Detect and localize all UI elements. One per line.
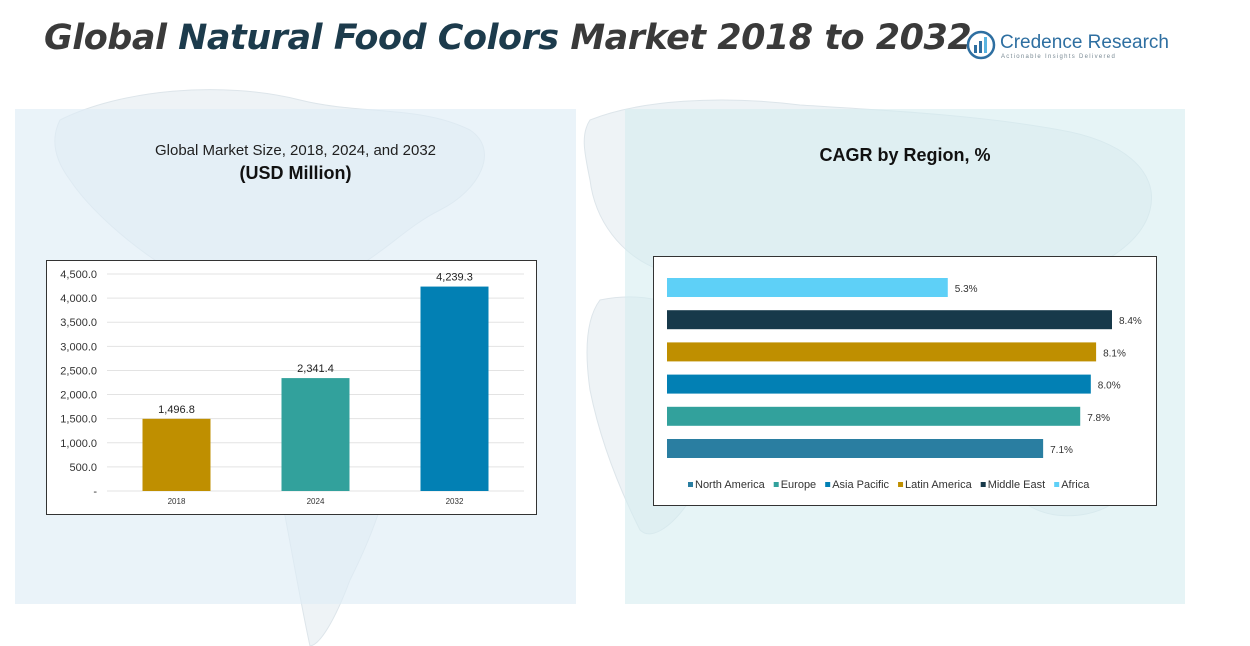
legend-item: Middle East <box>980 479 1045 491</box>
y-tick-label: 1,000.0 <box>60 438 97 450</box>
y-tick-label: 4,500.0 <box>60 269 97 281</box>
cagr-chart-svg: 5.3% 8.4% 8.1% 8.0% 7.8% 7.1% North America Eur… <box>667 278 1142 491</box>
legend-swatch <box>773 482 779 487</box>
x-tick-label: 2024 <box>307 497 325 506</box>
hbar-north-america <box>667 439 1044 458</box>
hbar-asia-pacific <box>667 374 1091 394</box>
bar-value-label: 1,496.8 <box>158 404 195 416</box>
hbar-value-label: 8.4% <box>1119 316 1142 327</box>
x-tick-label: 2018 <box>168 497 186 506</box>
legend-swatch <box>825 482 831 487</box>
hbar-africa <box>667 278 948 297</box>
legend-item: Asia Pacific <box>825 479 890 491</box>
legend-label: Africa <box>1061 479 1090 491</box>
hbar-latin-america <box>667 342 1097 362</box>
hbar-value-label: 8.0% <box>1098 381 1121 392</box>
hbar-middle-east <box>667 310 1112 330</box>
legend-item: Africa <box>1054 479 1090 491</box>
hbar-value-label: 7.8% <box>1087 413 1110 424</box>
y-tick-label: 3,000.0 <box>60 341 97 353</box>
hbar-value-label: 7.1% <box>1050 445 1073 456</box>
hbar-value-label: 8.1% <box>1103 348 1126 359</box>
y-tick-label: 3,500.0 <box>60 317 97 329</box>
y-tick-label: 4,000.0 <box>60 293 97 305</box>
bar-2032 <box>420 286 489 491</box>
legend-label: Middle East <box>988 479 1045 491</box>
bar-2024 <box>281 378 350 491</box>
credence-logo: Credence Research Actionable Insights De… <box>966 30 1169 64</box>
legend-swatch <box>1054 482 1060 487</box>
hbar-europe <box>667 406 1081 426</box>
credence-logo-icon <box>966 30 996 60</box>
legend-swatch <box>898 482 904 487</box>
title-part2: Market 2018 to 2032 <box>558 18 972 58</box>
y-tick-label: 2,500.0 <box>60 365 97 377</box>
hbar-value-label: 5.3% <box>955 284 978 295</box>
market-size-unit: (USD Million) <box>239 163 352 183</box>
bar-value-label: 2,341.4 <box>297 363 334 375</box>
legend-label: Europe <box>781 479 816 491</box>
legend-swatch <box>980 482 986 487</box>
legend-item: Europe <box>773 479 816 491</box>
page-title: Global Natural Food Colors Market 2018 t… <box>44 18 972 58</box>
market-size-subtitle: Global Market Size, 2018, 2024, and 2032 <box>154 142 437 159</box>
y-tick-label: 2,000.0 <box>60 390 97 402</box>
legend-label: Latin America <box>905 479 973 491</box>
market-size-chart: - 500.0 1,000.0 1,500.0 2,000.0 2,500.0 3,000.… <box>46 260 537 515</box>
cagr-chart: 5.3% 8.4% 8.1% 8.0% 7.8% 7.1% North America Eur… <box>653 256 1157 506</box>
legend-item: Latin America <box>898 479 973 491</box>
bar-2018 <box>142 418 211 491</box>
title-accent: Natural Food Colors <box>178 18 559 58</box>
bar-value-label: 4,239.3 <box>436 272 473 284</box>
legend-label: North America <box>695 479 766 491</box>
y-tick-label: - <box>93 486 97 498</box>
legend-item: North America <box>688 479 766 491</box>
x-tick-label: 2032 <box>446 497 464 506</box>
logo-tagline: Actionable Insights Delivered <box>1001 54 1117 60</box>
market-size-chart-svg: - 500.0 1,000.0 1,500.0 2,000.0 2,500.0 3,000.… <box>60 269 524 506</box>
legend-swatch <box>688 482 693 487</box>
logo-name: Credence Research <box>1000 32 1169 53</box>
y-tick-label: 1,500.0 <box>60 414 97 426</box>
cagr-title: CAGR by Region, % <box>819 145 991 165</box>
y-tick-label: 500.0 <box>69 462 97 474</box>
title-part1: Global <box>44 18 179 58</box>
legend-label: Asia Pacific <box>832 479 889 491</box>
